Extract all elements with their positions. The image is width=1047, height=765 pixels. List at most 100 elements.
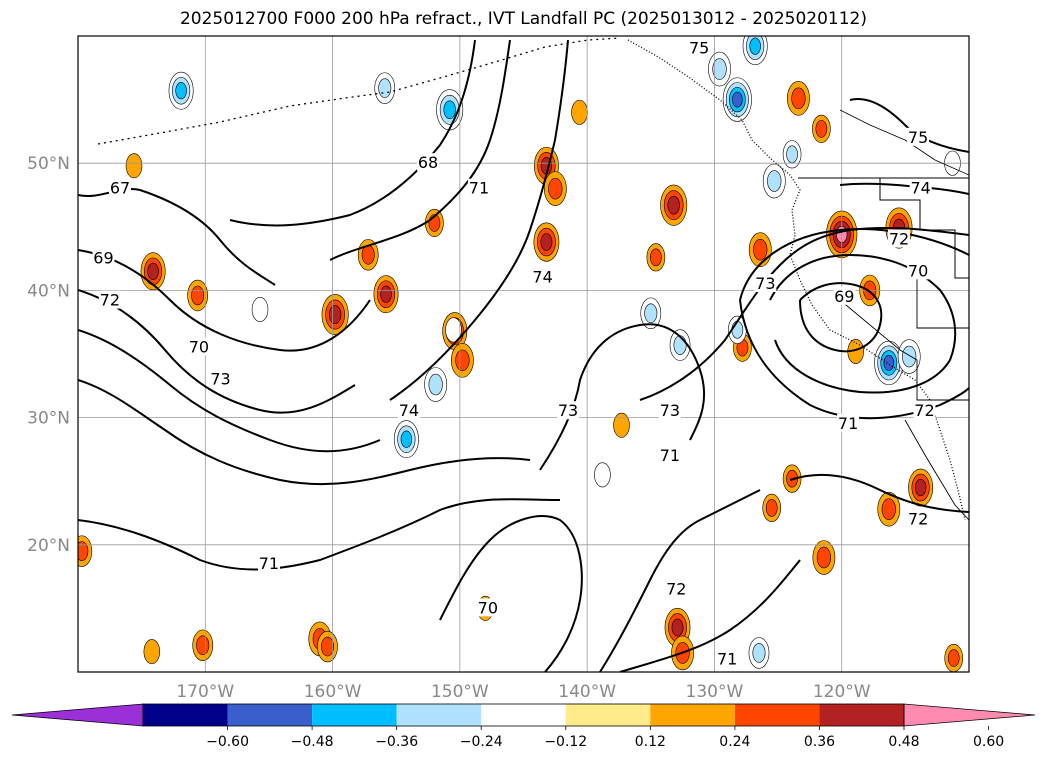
contour-label: 68 [418, 153, 438, 172]
contour-label: 71 [469, 179, 489, 198]
contour-label: 75 [689, 39, 709, 58]
colorbar-extend-max [903, 703, 1036, 727]
contour-layer [78, 39, 969, 672]
contour-line-70-low [769, 253, 957, 394]
contour-label-background [98, 290, 121, 309]
positive-anomaly-blob [373, 275, 399, 314]
plot-frame [77, 35, 970, 673]
contour-line-72-se [789, 473, 969, 513]
contour-label-background [909, 178, 932, 197]
contour-line-73 [78, 379, 531, 486]
contour-label-background [92, 248, 115, 267]
negative-anomaly-blob [436, 89, 464, 131]
contour-label: 67 [110, 179, 130, 198]
positive-anomaly-blob [748, 232, 772, 268]
contour-label: 73 [558, 401, 578, 420]
contour-line-69-low [799, 282, 883, 353]
positive-anomaly-blob [812, 114, 831, 143]
colorbar-segment [819, 704, 904, 726]
negative-anomaly-blob [708, 51, 731, 87]
positive-anomaly-blob [451, 343, 474, 378]
contour-line-68 [229, 39, 476, 227]
contour-label-background [209, 369, 232, 388]
colorbar-tick-label: −0.60 [206, 734, 249, 750]
contour-label-background [417, 153, 440, 172]
colorbar-segment [565, 704, 651, 726]
contour-line-71-east [739, 228, 969, 420]
contour-line-75-ne [849, 98, 969, 153]
colorbar-tick-label: −0.48 [291, 734, 334, 750]
contour-label: 72 [914, 401, 934, 420]
x-tick-label: 160°W [304, 682, 362, 702]
negative-anomaly-blob [782, 140, 802, 169]
colorbar-segment [650, 704, 735, 726]
positive-anomaly-blob [543, 171, 567, 206]
colorbar-segment [734, 704, 820, 726]
contour-label: 74 [910, 179, 930, 198]
positive-anomaly-blob [908, 468, 934, 507]
colorbar-tick-label: −0.36 [375, 734, 418, 750]
negative-anomaly-blob [594, 462, 611, 488]
contour-label-background [397, 401, 420, 420]
y-axis-ticks: 20°N 30°N 40°N 50°N [27, 154, 70, 556]
contour-label-background [907, 127, 930, 146]
negative-anomaly-blob [445, 317, 462, 343]
contour-label: 71 [838, 414, 858, 433]
colorbar-tick-label: 0.12 [635, 734, 666, 750]
y-tick-label: 30°N [27, 409, 70, 429]
state-boundaries [839, 278, 969, 401]
x-tick-label: 150°W [431, 682, 489, 702]
contour-line-71-north [329, 39, 511, 261]
contour-label: 72 [100, 291, 120, 310]
contour-line-73-east [639, 226, 969, 401]
negative-anomaly-blob [168, 71, 194, 110]
bc-interior-border [839, 109, 969, 176]
contour-line-69 [78, 249, 371, 352]
positive-anomaly-blob [944, 643, 964, 672]
contour-label-background [257, 553, 280, 572]
positive-anomaly-blob [571, 99, 588, 125]
negative-anomaly-blob [251, 296, 269, 322]
colorbar-tick-label: 0.48 [888, 734, 919, 750]
x-tick-label: 120°W [813, 682, 871, 702]
contour-label-background [754, 274, 777, 293]
positive-anomaly-blob [78, 535, 93, 567]
negative-anomaly-blob [897, 339, 921, 374]
negative-anomaly-blob [393, 420, 419, 459]
positive-anomaly-blob [812, 540, 836, 575]
positive-anomaly-blob [877, 491, 901, 527]
coastline-layer [97, 37, 969, 521]
colorbar-tick-label: −0.24 [460, 734, 503, 750]
x-tick-label: 170°W [176, 682, 234, 702]
negative-anomaly-blob [722, 77, 752, 122]
contour-label: 69 [93, 249, 113, 268]
colorbar-tick-label: 0.60 [973, 734, 1004, 750]
colorbar-segment [396, 704, 482, 726]
contour-label-background [187, 337, 210, 356]
alaska-coastline [97, 37, 621, 145]
contour-label: 74 [532, 268, 552, 287]
contour-label: 72 [666, 579, 686, 598]
positive-anomaly-blob [143, 639, 161, 665]
colorbar-tick-label: 0.36 [804, 734, 835, 750]
contour-label: 71 [660, 446, 680, 465]
contour-label-background [531, 267, 554, 286]
positive-anomaly-blob [660, 184, 688, 226]
contour-line-74-ne [839, 182, 969, 195]
contour-label-background [665, 579, 688, 598]
positive-anomaly-blob [787, 81, 810, 116]
colorbar-tick-label: −0.12 [544, 734, 587, 750]
contour-label: 73 [755, 274, 775, 293]
contour-label-background [907, 509, 930, 528]
positive-anomaly-blob [125, 153, 143, 179]
contour-label-background [467, 178, 490, 197]
negative-anomaly-blob [748, 637, 770, 669]
contour-label-background [833, 286, 856, 305]
contour-line-70 [78, 329, 381, 453]
contour-label: 75 [908, 128, 928, 147]
contour-label-background [688, 38, 711, 57]
positive-anomaly-blob [425, 208, 444, 238]
y-tick-label: 50°N [27, 154, 70, 174]
